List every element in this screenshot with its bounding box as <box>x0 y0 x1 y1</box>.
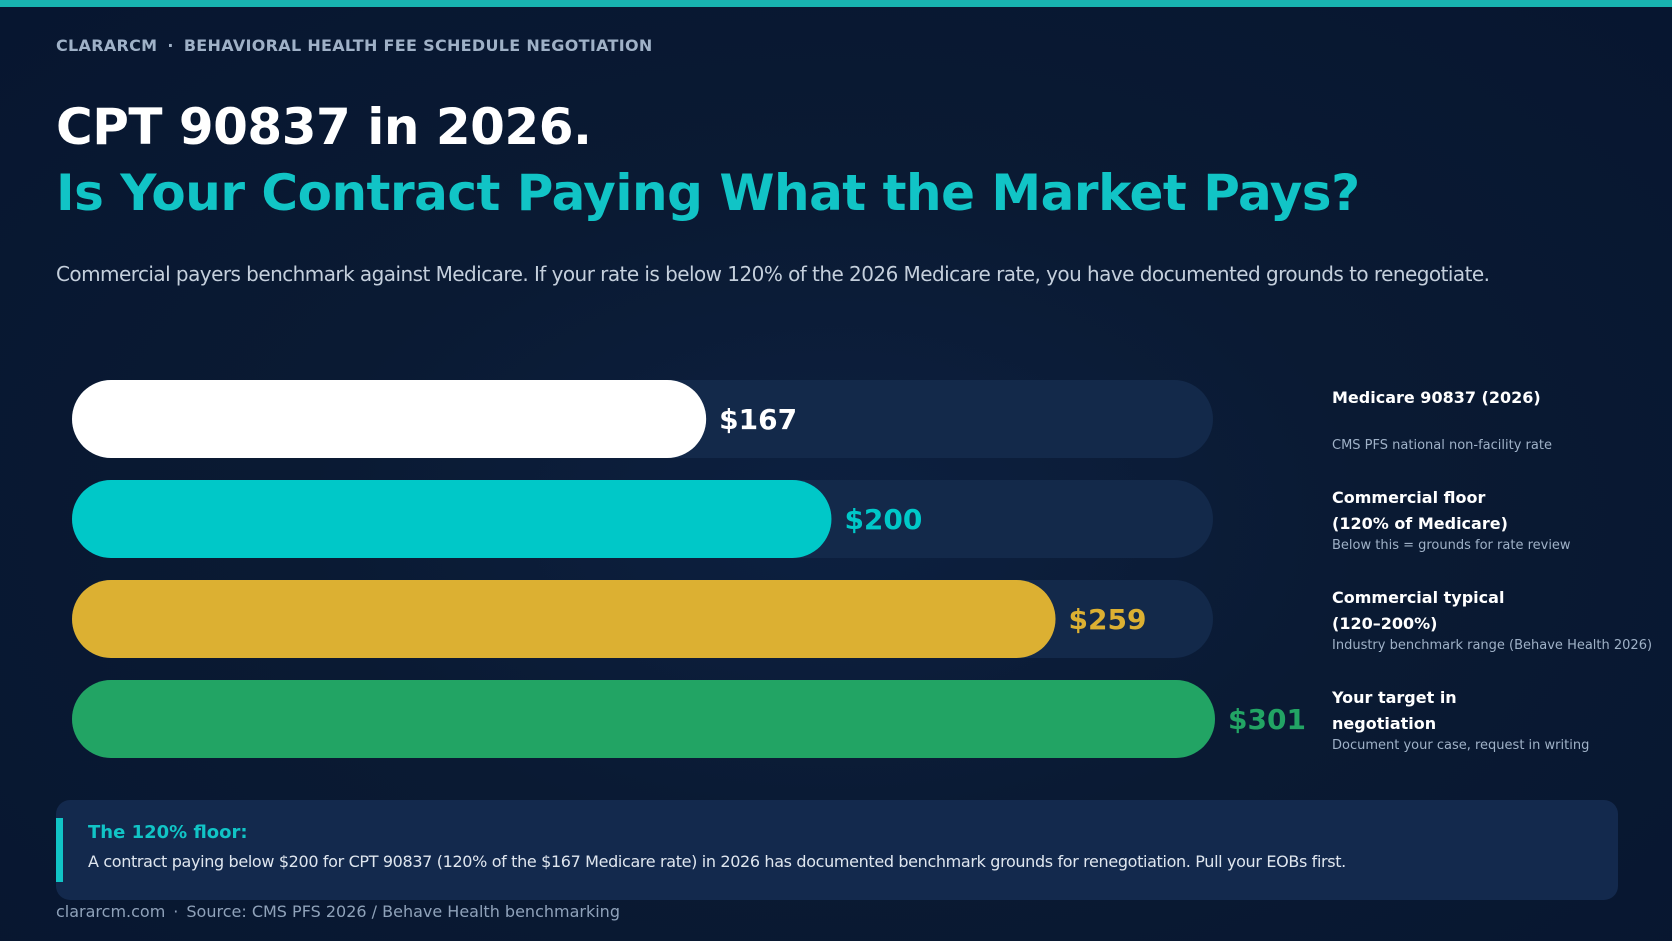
footer: clararcm.com · Source: CMS PFS 2026 / Beha… <box>56 902 620 921</box>
rate-comparison-chart: $167 Medicare 90837 (2026) CMS PFS nationa… <box>72 380 1652 758</box>
bar-category-label: (120% of Medicare) <box>1332 514 1508 533</box>
bar-note: CMS PFS national non-facility rate <box>1332 438 1552 453</box>
bar-category-label: (120–200%) <box>1332 614 1437 633</box>
bar-commercial-typical-120-200 <box>72 580 1056 658</box>
footer-source: Source: CMS PFS 2026 / Behave Health ben… <box>186 902 620 921</box>
top-accent-bar <box>0 0 1672 7</box>
bar-value-label: $301 <box>1228 703 1306 736</box>
bar-your-target-in-negotiation <box>72 680 1215 758</box>
bar-category-label: negotiation <box>1332 714 1436 733</box>
page-title: CPT 90837 in 2026. <box>56 98 592 156</box>
eyebrow: CLARARCM · BEHAVIORAL HEALTH FEE SCHEDULE … <box>56 36 653 55</box>
callout-accent-bar <box>56 818 63 882</box>
bar-value-label: $167 <box>719 403 797 436</box>
page-title-question: Is Your Contract Paying What the Market … <box>56 164 1360 222</box>
bar-note: Document your case, request in writing <box>1332 738 1589 753</box>
bar-category-label: Commercial typical <box>1332 588 1504 607</box>
bar-group-your-target-in-negotiation: $301 Your target in negotiation Document yo… <box>72 680 1589 758</box>
bar-commercial-floor-120-of-medicare <box>72 480 832 558</box>
bar-note: Below this = grounds for rate review <box>1332 538 1571 553</box>
bar-note: Industry benchmark range (Behave Health … <box>1332 638 1652 653</box>
eyebrow-separator: · <box>167 36 174 55</box>
bar-category-label: Medicare 90837 (2026) <box>1332 388 1541 407</box>
section-name: BEHAVIORAL HEALTH FEE SCHEDULE NEGOTIATI… <box>183 36 653 55</box>
callout-body: A contract paying below $200 for CPT 908… <box>88 852 1346 871</box>
bar-group-commercial-floor-120-of-medicare: $200 Commercial floor (120% of Medicare) Be… <box>72 480 1571 558</box>
brand-name: CLARARCM <box>56 36 158 55</box>
bar-group-medicare-90837-2026: $167 Medicare 90837 (2026) CMS PFS nationa… <box>72 380 1552 458</box>
callout-title: The 120% floor: <box>88 822 248 843</box>
bar-medicare-90837-2026 <box>72 380 707 458</box>
bar-value-label: $200 <box>844 503 922 536</box>
bar-group-commercial-typical-120-200: $259 Commercial typical (120–200%) Industry… <box>72 580 1652 658</box>
bar-category-label: Your target in <box>1331 688 1457 707</box>
page-subtitle: Commercial payers benchmark against Medi… <box>56 262 1490 286</box>
callout-box: The 120% floor: A contract paying below … <box>56 800 1618 900</box>
footer-site: clararcm.com <box>56 902 166 921</box>
bar-category-label: Commercial floor <box>1332 488 1485 507</box>
bar-value-label: $259 <box>1069 603 1147 636</box>
footer-separator: · <box>173 902 179 921</box>
